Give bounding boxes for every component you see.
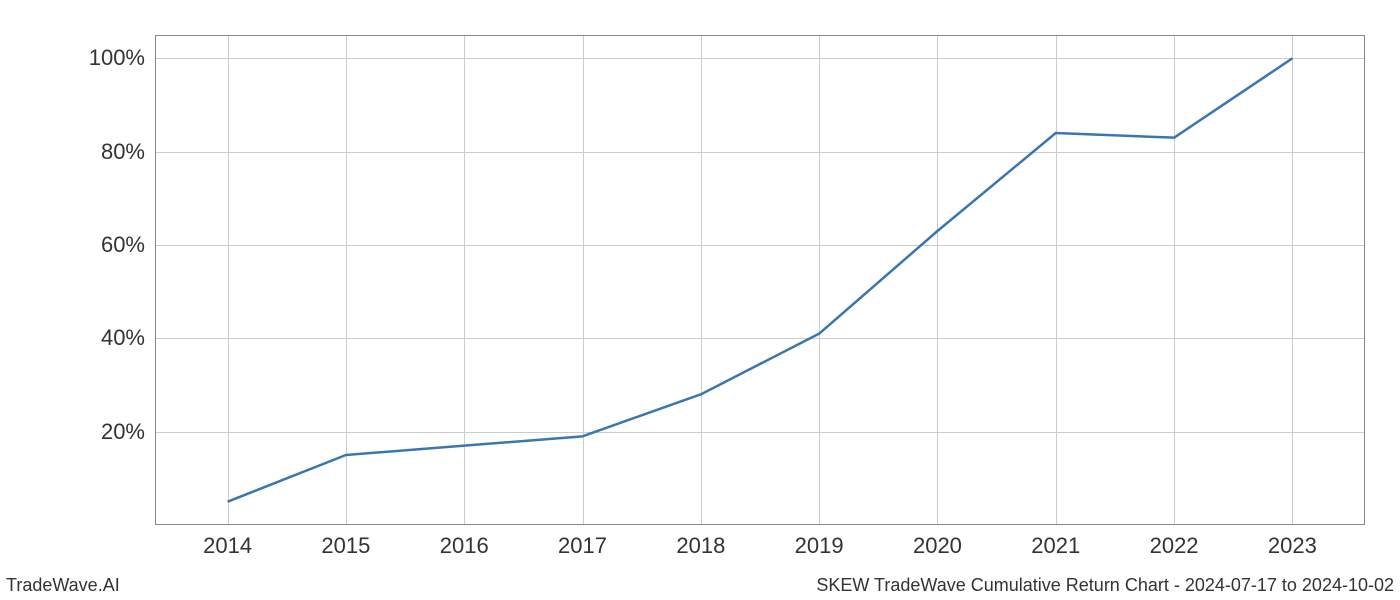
x-tick-label: 2014 — [203, 533, 252, 559]
x-tick-label: 2020 — [913, 533, 962, 559]
x-tick-label: 2021 — [1031, 533, 1080, 559]
axis-bottom-border — [155, 524, 1365, 525]
series-line — [228, 58, 1293, 501]
x-tick-label: 2016 — [440, 533, 489, 559]
x-tick-label: 2019 — [795, 533, 844, 559]
footer-left-text: TradeWave.AI — [6, 575, 120, 596]
y-tick-label: 80% — [85, 139, 145, 165]
y-tick-label: 60% — [85, 232, 145, 258]
y-tick-label: 100% — [85, 45, 145, 71]
x-tick-label: 2015 — [321, 533, 370, 559]
cumulative-return-chart: 2014 2015 2016 2017 2018 2019 2020 2021 2022 2023… — [0, 0, 1400, 600]
x-tick-label: 2018 — [676, 533, 725, 559]
y-tick-label: 40% — [85, 325, 145, 351]
chart-line — [155, 35, 1365, 525]
axis-right-border — [1364, 35, 1365, 525]
x-tick-label: 2017 — [558, 533, 607, 559]
axis-top-border — [155, 35, 1365, 36]
plot-area — [155, 35, 1365, 525]
axis-left-border — [155, 35, 156, 525]
y-tick-label: 20% — [85, 419, 145, 445]
x-tick-label: 2022 — [1150, 533, 1199, 559]
footer-right-text: SKEW TradeWave Cumulative Return Chart -… — [816, 575, 1394, 596]
x-tick-label: 2023 — [1268, 533, 1317, 559]
